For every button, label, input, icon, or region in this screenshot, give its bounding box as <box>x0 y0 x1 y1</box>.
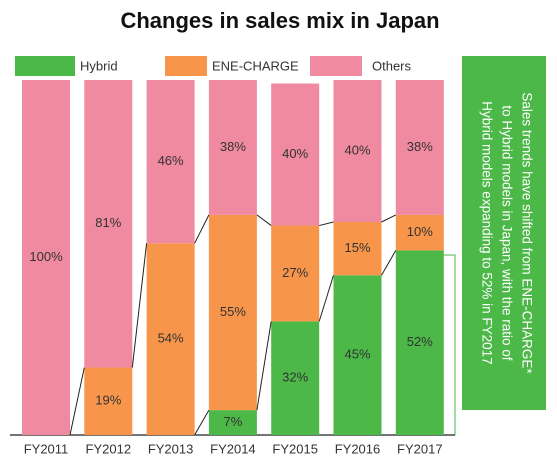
bar-segment <box>208 80 257 215</box>
bar-segment <box>84 367 133 435</box>
data-label: 46% <box>158 153 184 168</box>
x-tick-label: FY2016 <box>335 441 381 456</box>
data-label: 81% <box>95 215 121 230</box>
connector <box>256 321 272 411</box>
bar-segment <box>271 225 320 322</box>
data-label: 10% <box>407 224 433 239</box>
legend-label: ENE-CHARGE <box>212 58 299 73</box>
connector <box>194 214 210 244</box>
x-tick-label: FY2015 <box>272 441 318 456</box>
data-label: 38% <box>220 139 246 154</box>
bar-segment <box>208 410 257 435</box>
x-tick-label: FY2014 <box>210 441 256 456</box>
bar-segment <box>333 222 382 276</box>
data-label: 40% <box>282 146 308 161</box>
legend-swatch <box>15 56 75 76</box>
data-label: 15% <box>344 240 370 255</box>
bar-segment <box>84 80 133 368</box>
bar-segment <box>395 250 444 435</box>
bar-segment <box>333 80 382 222</box>
legend-label: Others <box>372 58 412 73</box>
bar-segment <box>395 214 444 251</box>
connector <box>318 275 334 322</box>
annotation-text: Sales trends have shifted from ENE-CHARG… <box>519 92 534 374</box>
data-label: 45% <box>344 347 370 362</box>
bar-segment <box>395 80 444 215</box>
bar-segment <box>146 243 195 435</box>
legend-label: Hybrid <box>80 58 118 73</box>
x-tick-label: FY2012 <box>86 441 132 456</box>
x-tick-label: FY2013 <box>148 441 194 456</box>
data-label: 7% <box>224 414 243 429</box>
bar-segment <box>333 275 382 435</box>
annotation-text: to Hybrid models in Japan, with the rati… <box>499 105 514 360</box>
data-label: 32% <box>282 370 308 385</box>
chart-title: Changes in sales mix in Japan <box>120 8 439 33</box>
data-label: 52% <box>407 334 433 349</box>
connector <box>131 243 148 368</box>
connector <box>256 214 272 226</box>
data-label: 19% <box>95 393 121 408</box>
data-label: 55% <box>220 304 246 319</box>
bar-segment <box>271 83 320 226</box>
connector <box>69 367 85 436</box>
annotation-text: Hybrid models expanding to 52% in FY2017 <box>479 101 494 364</box>
connector <box>381 214 397 223</box>
bar-segment <box>146 80 195 244</box>
connector <box>319 221 334 227</box>
data-label: 100% <box>29 249 63 264</box>
annotation-box <box>462 56 546 410</box>
connector <box>194 409 210 436</box>
connector <box>381 250 397 276</box>
legend-swatch <box>310 56 362 76</box>
legend-swatch <box>165 56 207 76</box>
x-tick-label: FY2017 <box>397 441 443 456</box>
data-label: 27% <box>282 265 308 280</box>
annotation-pointer <box>443 254 456 436</box>
bar-segment <box>271 321 320 435</box>
data-label: 54% <box>158 331 184 346</box>
data-label: 40% <box>344 142 370 157</box>
data-label: 38% <box>407 139 433 154</box>
bar-segment <box>208 214 257 411</box>
x-tick-label: FY2011 <box>24 441 69 456</box>
bar-segment <box>22 80 70 435</box>
